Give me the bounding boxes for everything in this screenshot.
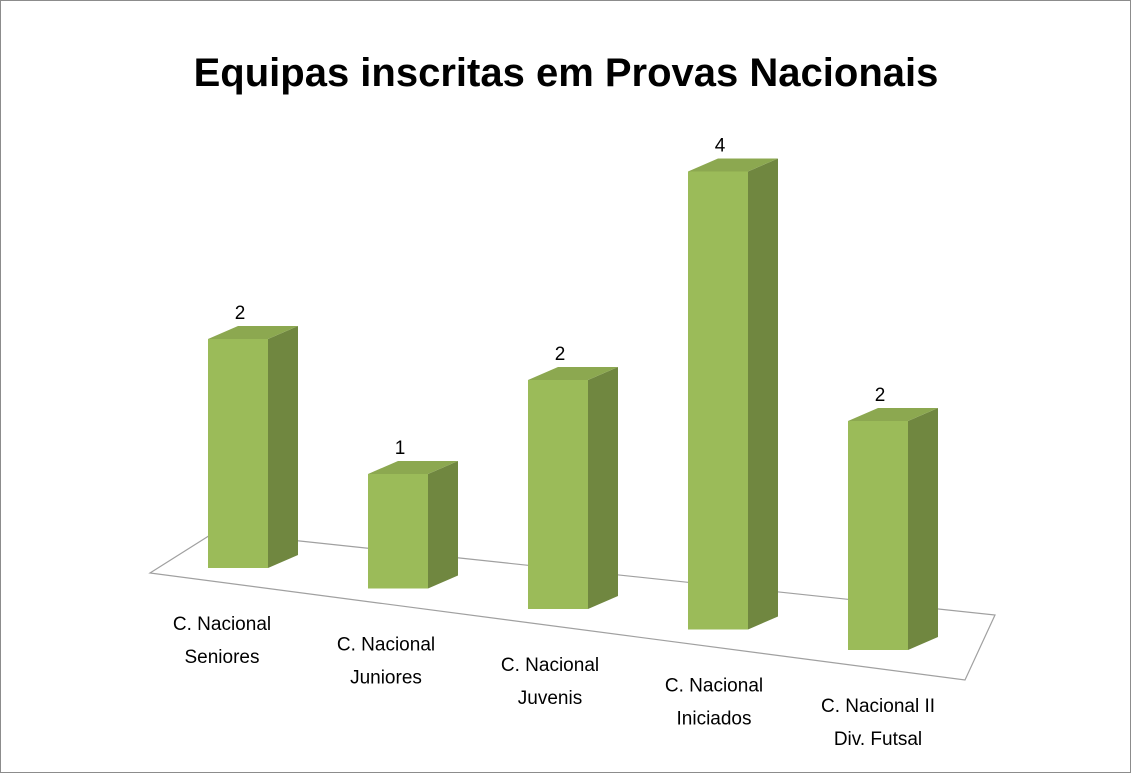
bar-side xyxy=(588,367,618,609)
bar xyxy=(208,326,298,568)
bar-front xyxy=(368,474,428,589)
bar-front xyxy=(528,380,588,609)
chart-title: Equipas inscritas em Provas Nacionais xyxy=(194,51,939,95)
bar xyxy=(368,461,458,589)
bar xyxy=(688,158,778,630)
bar xyxy=(528,367,618,609)
bar-front xyxy=(208,339,268,568)
data-label: 2 xyxy=(235,303,246,324)
bar-side xyxy=(908,408,938,650)
x-tick-label: C. Nacional Iniciados xyxy=(665,676,763,730)
bar xyxy=(848,408,938,650)
bar-side xyxy=(428,461,458,589)
bar-top xyxy=(208,326,298,339)
x-tick-label: C. Nacional Seniores xyxy=(173,614,271,668)
data-label: 2 xyxy=(555,344,566,365)
data-label: 1 xyxy=(395,438,406,459)
bar-front xyxy=(848,421,908,650)
bar-top xyxy=(528,367,618,380)
bar-side xyxy=(748,158,778,630)
data-label: 4 xyxy=(715,136,726,157)
bar-side xyxy=(268,326,298,568)
data-label: 2 xyxy=(875,385,886,406)
bar-top xyxy=(688,158,778,172)
x-tick-label: C. Nacional II Div. Futsal xyxy=(821,696,935,750)
bar-top xyxy=(368,461,458,474)
x-tick-label: C. Nacional Juniores xyxy=(337,635,435,689)
bar-top xyxy=(848,408,938,421)
bar-front xyxy=(688,171,748,630)
x-tick-label: C. Nacional Juvenis xyxy=(501,655,599,709)
